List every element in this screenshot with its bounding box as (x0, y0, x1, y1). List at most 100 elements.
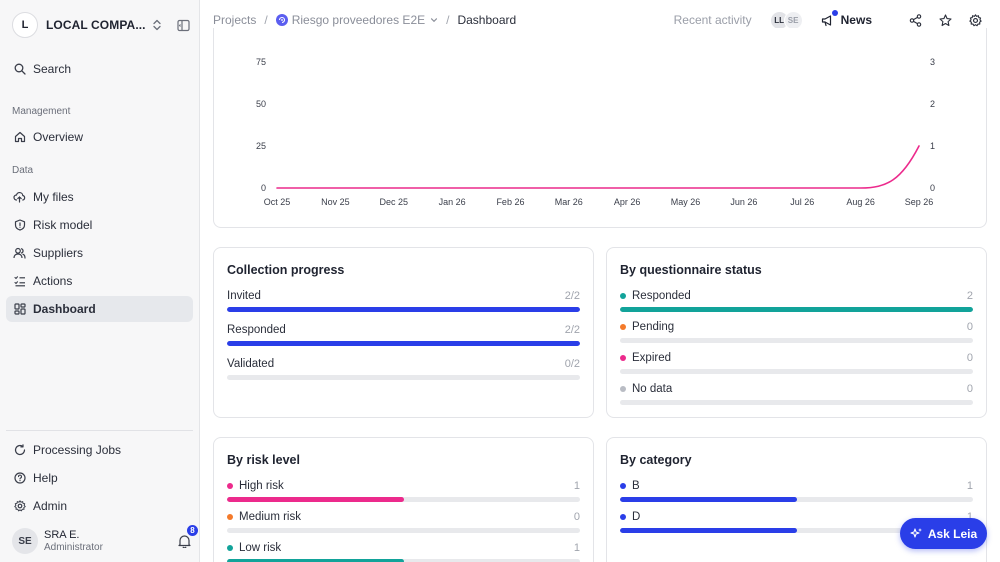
risk-level-card: By risk level High risk 1 Medium risk 0 Low … (213, 437, 594, 562)
y-tick-left: 25 (256, 141, 266, 151)
sidebar-collapse-icon[interactable] (176, 18, 190, 32)
row-value: 2/2 (564, 324, 580, 336)
sidebar-item-overview[interactable]: Overview (6, 124, 193, 150)
progress-row: Medium risk 0 (227, 511, 580, 533)
y-tick-left: 75 (256, 57, 266, 67)
grid-icon (13, 303, 26, 316)
x-tick-label: Jan 26 (439, 197, 466, 207)
sidebar-item-suppliers[interactable]: Suppliers (6, 240, 193, 266)
sidebar-item-processing-jobs[interactable]: Processing Jobs (6, 437, 193, 463)
breadcrumb-current: Dashboard (457, 13, 517, 27)
settings-icon[interactable] (968, 13, 982, 27)
y-tick-left: 0 (261, 183, 266, 193)
x-tick-label: Feb 26 (496, 197, 524, 207)
card-title: By category (620, 453, 692, 467)
section-label-management: Management (12, 106, 71, 117)
sidebar-item-help[interactable]: Help (6, 465, 193, 491)
sidebar-item-my-files[interactable]: My files (6, 184, 193, 210)
legend-dot (227, 483, 233, 489)
sidebar-item-label: Dashboard (33, 302, 96, 316)
progress-fill (620, 307, 973, 312)
row-label: Invited (227, 290, 261, 302)
recent-activity-link[interactable]: Recent activity (673, 13, 752, 27)
progress-track (620, 528, 973, 533)
progress-track (227, 375, 580, 380)
y-tick-right: 1 (930, 141, 935, 151)
row-value: 1 (966, 480, 973, 492)
cloud-upload-icon (13, 191, 26, 204)
row-value: 1 (573, 542, 580, 554)
legend-dot (620, 293, 626, 299)
row-label-text: Medium risk (239, 511, 301, 523)
ask-leia-button[interactable]: Ask Leia (900, 518, 987, 549)
progress-fill (227, 559, 404, 562)
collaborator-avatars[interactable]: LL SE (769, 10, 803, 30)
org-switcher[interactable]: L LOCAL COMPA... (12, 10, 190, 40)
row-value: 1 (573, 480, 580, 492)
row-label: Responded (227, 324, 286, 336)
sidebar-item-label: Processing Jobs (33, 443, 122, 457)
progress-row: Pending 0 (620, 321, 973, 343)
refresh-icon (13, 444, 26, 457)
sidebar-item-label: Actions (33, 274, 73, 288)
megaphone-icon (821, 10, 838, 27)
y-tick-right: 0 (930, 183, 935, 193)
row-label-text: Low risk (239, 542, 282, 554)
breadcrumb-projects[interactable]: Projects (213, 13, 257, 27)
help-icon (13, 472, 26, 485)
bell-icon[interactable]: 8 (176, 524, 199, 549)
ask-leia-label: Ask Leia (927, 526, 978, 541)
progress-fill (227, 307, 580, 312)
questionnaire-status-card: By questionnaire status Responded 2 Pendin… (606, 247, 987, 418)
breadcrumb: Projects / Riesgo proveedores E2E / Dash… (213, 13, 516, 27)
chevron-up-down-icon[interactable] (150, 18, 164, 32)
user-profile[interactable]: SE SRA E. Administrator 8 (12, 524, 199, 555)
share-icon[interactable] (908, 13, 922, 27)
progress-track (620, 307, 973, 312)
y-tick-left: 50 (256, 99, 266, 109)
series-line (276, 145, 920, 189)
breadcrumb-project[interactable]: Riesgo proveedores E2E (291, 13, 426, 27)
sidebar-divider (6, 430, 193, 431)
x-tick-label: May 26 (671, 197, 701, 207)
card-title: By risk level (227, 453, 300, 467)
progress-fill (227, 341, 580, 346)
news-button[interactable]: News (821, 10, 872, 27)
star-icon[interactable] (938, 13, 952, 27)
org-avatar: L (12, 12, 38, 38)
sidebar-item-risk-model[interactable]: Risk model (6, 212, 193, 238)
sidebar-item-search[interactable]: Search (6, 56, 193, 82)
row-value: 2/2 (564, 290, 580, 302)
avatar: SE (783, 10, 803, 30)
progress-track (227, 528, 580, 533)
row-label-text: Validated (227, 358, 275, 370)
legend-dot (620, 324, 626, 330)
users-icon (13, 247, 26, 260)
legend-dot (620, 514, 626, 520)
x-tick-label: Aug 26 (846, 197, 875, 207)
user-name: SRA E. (44, 529, 80, 541)
sidebar-item-dashboard[interactable]: Dashboard (6, 296, 193, 322)
news-unread-dot (831, 10, 838, 16)
shield-icon (13, 219, 26, 232)
sidebar-item-actions[interactable]: Actions (6, 268, 193, 294)
progress-track (620, 497, 973, 502)
chevron-down-icon[interactable] (430, 16, 438, 24)
row-label: B (620, 480, 640, 492)
project-icon (275, 14, 288, 26)
legend-dot (620, 483, 626, 489)
progress-track (227, 559, 580, 562)
x-tick-label: Jul 26 (790, 197, 814, 207)
card-title: By questionnaire status (620, 263, 762, 277)
sparkles-icon (910, 527, 923, 540)
progress-row: High risk 1 (227, 480, 580, 502)
sidebar-item-admin[interactable]: Admin (6, 493, 193, 519)
progress-row: Expired 0 (620, 352, 973, 374)
row-value: 0/2 (564, 358, 580, 370)
progress-track (227, 341, 580, 346)
sidebar-item-label: My files (33, 190, 74, 204)
legend-dot (227, 545, 233, 551)
gear-icon (13, 500, 26, 513)
x-tick-label: Apr 26 (614, 197, 641, 207)
